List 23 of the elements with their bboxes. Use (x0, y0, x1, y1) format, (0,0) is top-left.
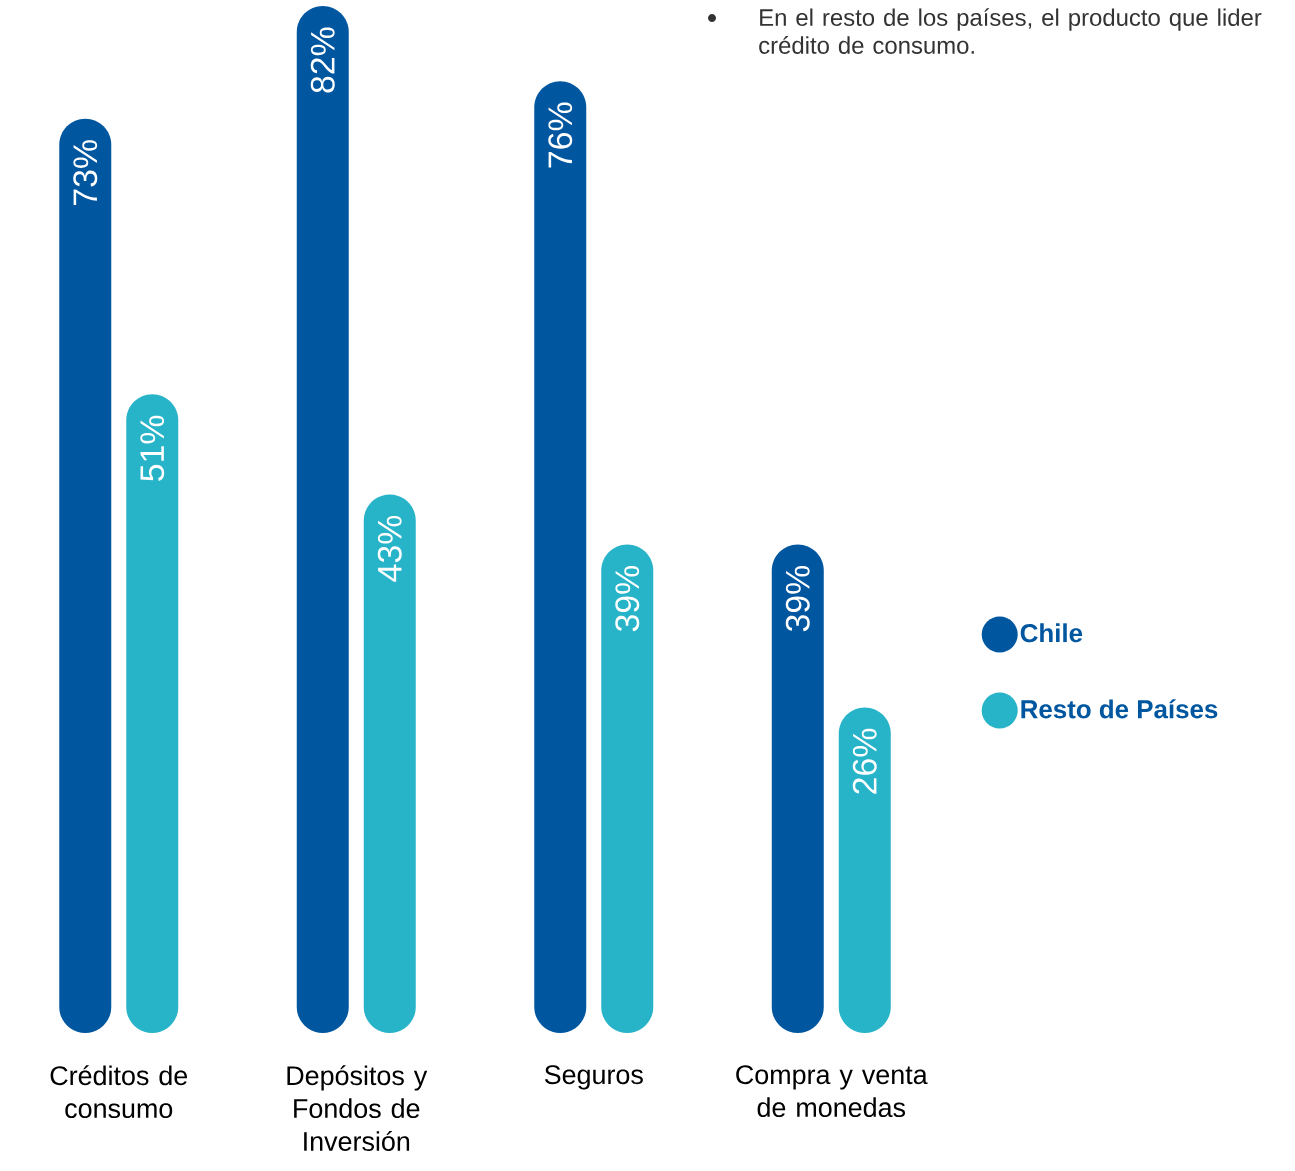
bar (59, 118, 112, 1033)
data-label: 73% (73, 140, 98, 206)
data-label: 39% (615, 565, 640, 632)
x-tick-label: Créditos de consumo (50, 1065, 188, 1119)
x-tick-label: Compra y venta de monedas (736, 1065, 928, 1118)
data-label: 43% (377, 515, 402, 582)
x-tick-label: Depósitos y Fondos de Inversión (287, 1065, 428, 1151)
legend-label: Chile (1020, 623, 1083, 643)
bar (771, 544, 824, 1033)
bar (601, 544, 654, 1033)
bar (363, 494, 416, 1033)
data-label: 51% (140, 415, 165, 481)
bar (296, 6, 349, 1033)
data-label: 39% (785, 565, 810, 632)
annotation: En el resto de los países, el producto que lider crédito de consumo. (759, 8, 1262, 54)
data-label: 82% (310, 27, 335, 93)
bar (534, 81, 587, 1033)
bar (126, 394, 179, 1033)
x-tick-label: Seguros (544, 1065, 643, 1090)
legend-label: Resto de Países (1021, 699, 1218, 719)
bar (838, 707, 891, 1033)
data-label: 26% (852, 728, 877, 794)
data-label: 76% (548, 102, 573, 168)
